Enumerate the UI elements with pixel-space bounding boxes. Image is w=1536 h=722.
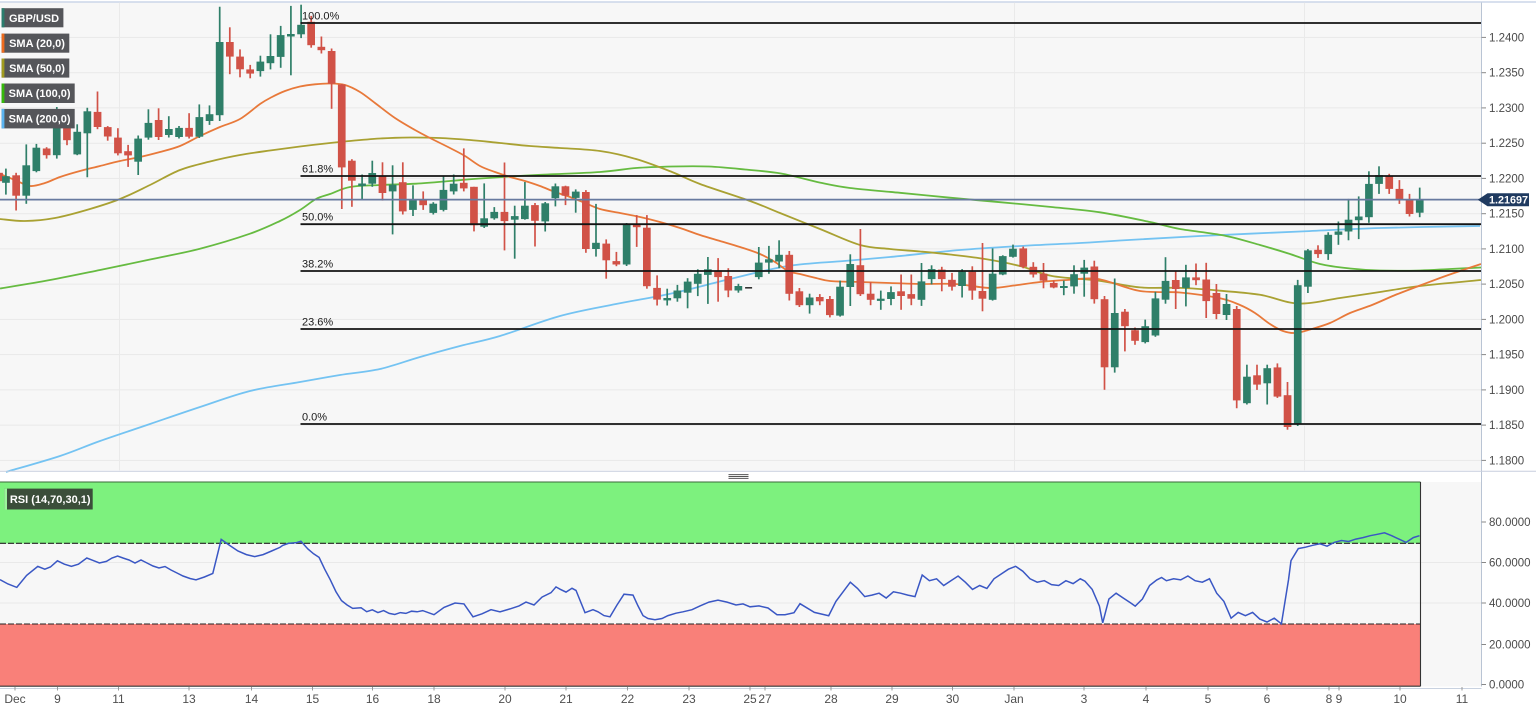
svg-text:1.1850: 1.1850	[1489, 420, 1524, 432]
svg-text:6: 6	[1264, 692, 1271, 706]
svg-text:14: 14	[245, 692, 259, 706]
svg-text:SMA (50,0): SMA (50,0)	[9, 63, 65, 75]
svg-text:10: 10	[1393, 692, 1407, 706]
svg-text:1.2150: 1.2150	[1489, 209, 1524, 221]
svg-text:22: 22	[621, 692, 635, 706]
svg-text:1.2250: 1.2250	[1489, 138, 1524, 150]
svg-text:50.0%: 50.0%	[302, 212, 333, 224]
svg-text:1.2300: 1.2300	[1489, 103, 1524, 115]
svg-text:SMA (100,0): SMA (100,0)	[9, 88, 71, 100]
svg-text:Jan: Jan	[1004, 692, 1023, 706]
svg-text:11: 11	[112, 692, 125, 706]
svg-text:18: 18	[427, 692, 441, 706]
svg-text:1.1950: 1.1950	[1489, 350, 1524, 362]
svg-text:1.21697: 1.21697	[1489, 195, 1528, 207]
svg-text:25: 25	[743, 692, 757, 706]
svg-text:0.0%: 0.0%	[302, 412, 327, 424]
svg-text:23: 23	[682, 692, 696, 706]
svg-text:SMA (200,0): SMA (200,0)	[9, 114, 71, 126]
svg-text:SMA (20,0): SMA (20,0)	[9, 38, 65, 50]
svg-text:1.2400: 1.2400	[1489, 32, 1524, 44]
svg-text:61.8%: 61.8%	[302, 164, 333, 176]
svg-text:1.1900: 1.1900	[1489, 385, 1524, 397]
svg-text:1.2350: 1.2350	[1489, 68, 1524, 80]
svg-text:1.2000: 1.2000	[1489, 314, 1524, 326]
svg-text:23.6%: 23.6%	[302, 317, 333, 329]
svg-text:80.0000: 80.0000	[1489, 517, 1531, 529]
svg-text:3: 3	[1081, 692, 1088, 706]
svg-text:RSI (14,70,30,1): RSI (14,70,30,1)	[10, 494, 91, 506]
svg-text:9: 9	[54, 692, 61, 706]
svg-text:GBP/USD: GBP/USD	[9, 13, 59, 25]
svg-text:4: 4	[1143, 692, 1150, 706]
svg-text:13: 13	[182, 692, 196, 706]
svg-text:21: 21	[559, 692, 573, 706]
svg-text:20: 20	[498, 692, 512, 706]
svg-text:100.0%: 100.0%	[302, 11, 340, 23]
svg-text:1.2050: 1.2050	[1489, 279, 1524, 291]
svg-text:38.2%: 38.2%	[302, 259, 333, 271]
svg-text:0.0000: 0.0000	[1489, 680, 1524, 692]
svg-text:30: 30	[946, 692, 960, 706]
svg-text:5: 5	[1205, 692, 1212, 706]
svg-text:28: 28	[824, 692, 838, 706]
svg-text:8: 8	[1326, 692, 1333, 706]
svg-text:40.0000: 40.0000	[1489, 598, 1531, 610]
svg-text:15: 15	[306, 692, 320, 706]
svg-text:29: 29	[885, 692, 899, 706]
svg-text:16: 16	[366, 692, 380, 706]
svg-text:20.0000: 20.0000	[1489, 640, 1531, 652]
svg-text:60.0000: 60.0000	[1489, 558, 1531, 570]
svg-text:Dec: Dec	[4, 692, 25, 706]
svg-text:1.2100: 1.2100	[1489, 244, 1524, 256]
svg-text:1.2200: 1.2200	[1489, 173, 1524, 185]
svg-text:1.1800: 1.1800	[1489, 455, 1524, 467]
svg-text:11: 11	[1456, 692, 1469, 706]
svg-text:9: 9	[1336, 692, 1343, 706]
svg-text:27: 27	[758, 692, 772, 706]
